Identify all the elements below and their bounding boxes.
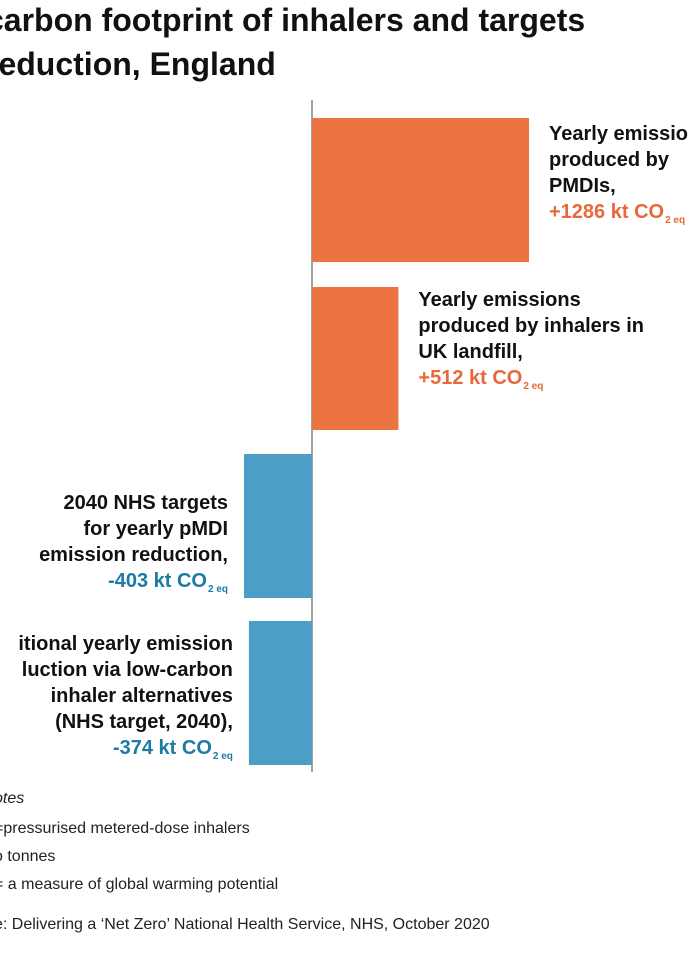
chart-title: carbon footprint of inhalers and targets… bbox=[0, 0, 700, 86]
bar-value-text: +1286 kt CO bbox=[549, 201, 665, 223]
bar-label-line: inhaler alternatives bbox=[50, 685, 233, 707]
bar-label-line: (NHS target, 2040), bbox=[55, 711, 233, 733]
bar-value-subscript: 2 eq bbox=[212, 751, 233, 762]
bar-label-line: produced by bbox=[549, 149, 670, 171]
note-pmdi: =pressurised metered-dose inhalers bbox=[0, 820, 250, 837]
bar-label-line: for yearly pMDI bbox=[83, 518, 228, 540]
bar-label-line: Yearly emissio bbox=[549, 123, 688, 145]
bar-value-label: +1286 kt CO2 eq bbox=[549, 199, 688, 234]
bar-label-line: 2040 NHS targets bbox=[63, 492, 228, 514]
bar-1 bbox=[312, 118, 529, 262]
chart-title-line-2: reduction, England bbox=[0, 46, 276, 82]
bar-label-line: emission reduction, bbox=[39, 544, 228, 566]
bar-label-line: PMDIs, bbox=[549, 175, 616, 197]
bar-2 bbox=[312, 287, 399, 430]
bar-3 bbox=[244, 454, 312, 598]
bar-label-1: Yearly emissio produced by PMDIs, +1286 kt … bbox=[549, 121, 688, 234]
bar-label-line: Yearly emissions bbox=[418, 289, 581, 311]
bar-value-text: -374 kt CO bbox=[112, 737, 212, 759]
bar-label-4: itional yearly emission luction via low-c… bbox=[18, 631, 233, 770]
notes-heading: otes bbox=[0, 790, 25, 807]
bar-label-line: UK landfill, bbox=[418, 341, 523, 363]
bar-value-label: -374 kt CO2 eq bbox=[18, 735, 233, 770]
source-note: e: Delivering a ‘Net Zero’ National Heal… bbox=[0, 916, 490, 933]
note-co2-eq: = a measure of global warming potential bbox=[0, 876, 279, 893]
bar-value-text: -403 kt CO bbox=[108, 570, 207, 592]
bar-label-line: itional yearly emission bbox=[18, 633, 233, 655]
bar-value-subscript: 2 eq bbox=[665, 215, 686, 226]
bar-label-3: 2040 NHS targets for yearly pMDI emission … bbox=[39, 490, 228, 603]
bar-label-line: luction via low-carbon bbox=[21, 659, 233, 681]
chart-title-line-1: carbon footprint of inhalers and targets bbox=[0, 2, 586, 38]
bar-value-subscript: 2 eq bbox=[523, 381, 544, 392]
bar-value-subscript: 2 eq bbox=[207, 584, 228, 595]
bar-4 bbox=[248, 621, 312, 765]
bar-value-label: -403 kt CO2 eq bbox=[39, 568, 228, 603]
bar-value-label: +512 kt CO2 eq bbox=[418, 365, 644, 400]
bar-label-line: produced by inhalers in bbox=[418, 315, 644, 337]
bar-value-text: +512 kt CO bbox=[418, 367, 523, 389]
bar-label-2: Yearly emissions produced by inhalers in U… bbox=[418, 287, 644, 400]
note-kilo-tonnes: o tonnes bbox=[0, 848, 56, 865]
